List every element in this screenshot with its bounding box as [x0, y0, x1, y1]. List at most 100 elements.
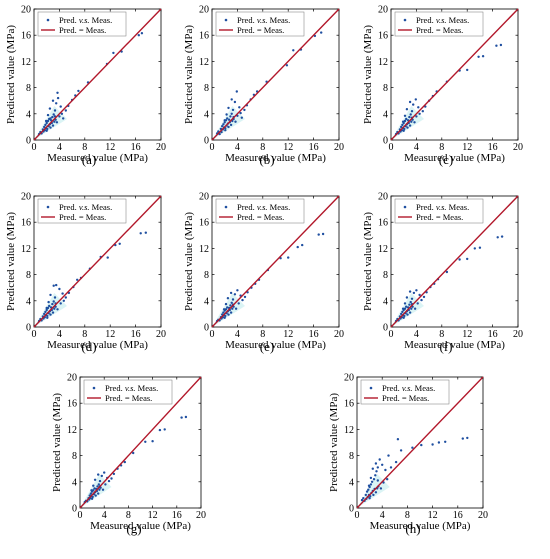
- data-point: [368, 497, 371, 500]
- data-point: [415, 289, 418, 292]
- data-point: [301, 243, 304, 247]
- data-point: [412, 291, 416, 295]
- data-point: [408, 303, 411, 306]
- y-tick-label: 16: [67, 399, 77, 410]
- data-point: [55, 121, 59, 124]
- data-point: [53, 296, 57, 299]
- y-tick-label: 20: [344, 373, 354, 384]
- data-point: [285, 64, 289, 67]
- y-tick-label: 8: [26, 83, 31, 94]
- y-tick-label: 8: [383, 83, 388, 94]
- data-point: [45, 129, 48, 132]
- y-axis-label: Predicted value (MPa): [328, 393, 340, 492]
- data-point: [473, 247, 476, 250]
- data-point: [96, 485, 99, 488]
- x-axis-label: Measured value (MPa): [47, 152, 148, 164]
- y-tick-label: 16: [199, 218, 209, 229]
- data-point: [478, 246, 482, 249]
- data-point: [230, 301, 233, 304]
- legend-marker-dot: [46, 18, 50, 22]
- data-point: [233, 100, 237, 104]
- data-point: [227, 118, 231, 121]
- data-point: [421, 110, 424, 113]
- data-point: [401, 123, 404, 127]
- data-point: [387, 454, 390, 457]
- identity-line: [211, 195, 340, 328]
- data-point: [101, 488, 105, 491]
- x-tick-label: 20: [334, 329, 344, 340]
- data-point: [400, 125, 403, 129]
- legend-label: Pred. v.s. Meas.: [416, 202, 469, 212]
- data-point: [403, 119, 407, 123]
- data-point: [386, 478, 389, 481]
- y-axis-label: Predicted value (MPa): [362, 25, 374, 124]
- data-point: [243, 108, 246, 112]
- x-tick-label: 20: [156, 142, 166, 153]
- data-point: [241, 298, 244, 302]
- data-point: [226, 306, 229, 309]
- panel-e: 0 4 8 12 16 20 0 4 8 12 16 20 Measured value (MPa) Pr…: [183, 192, 344, 355]
- data-point: [223, 119, 226, 122]
- data-point: [90, 489, 93, 492]
- y-tick-label: 8: [72, 451, 77, 462]
- data-point: [97, 483, 101, 486]
- data-point: [137, 34, 140, 37]
- data-point: [47, 300, 50, 304]
- data-point: [64, 296, 68, 299]
- y-axis-label: Predicted value (MPa): [362, 212, 374, 311]
- y-axis-label: Predicted value (MPa): [5, 212, 17, 311]
- x-tick-label: 0: [78, 510, 83, 521]
- x-tick-label: 20: [156, 329, 166, 340]
- x-tick-label: 8: [126, 510, 131, 521]
- y-tick-label: 12: [67, 425, 77, 436]
- legend-box: [215, 11, 305, 37]
- panel-g: 0 4 8 12 16 20 0 4 8 12 16 20 Measured value (MPa) Pr…: [51, 373, 206, 537]
- data-point: [163, 428, 166, 431]
- data-point: [409, 113, 412, 116]
- data-point: [292, 49, 295, 52]
- data-point: [51, 99, 55, 102]
- data-point: [496, 236, 499, 239]
- data-point: [229, 291, 233, 295]
- x-tick-label: 0: [32, 142, 37, 153]
- x-tick-label: 20: [478, 510, 488, 521]
- y-tick-label: 8: [26, 270, 31, 281]
- data-point: [118, 242, 121, 245]
- x-tick-label: 0: [355, 510, 360, 521]
- data-point: [405, 117, 408, 121]
- data-point: [45, 121, 48, 125]
- data-point: [410, 307, 413, 310]
- data-point: [231, 298, 235, 301]
- data-point: [369, 483, 373, 486]
- legend-label: Pred. = Meas.: [59, 25, 106, 35]
- data-point: [53, 109, 57, 112]
- x-axis-label: Measured value (MPa): [370, 520, 471, 532]
- data-point: [403, 302, 407, 305]
- data-point: [408, 115, 411, 119]
- data-point: [139, 232, 142, 235]
- identity-line: [33, 195, 162, 328]
- data-point: [403, 307, 407, 310]
- x-tick-label: 16: [172, 510, 182, 521]
- x-tick-label: 12: [283, 329, 293, 340]
- data-point: [402, 316, 405, 319]
- x-tick-label: 4: [102, 510, 107, 521]
- data-point: [374, 462, 378, 465]
- data-point: [234, 120, 237, 123]
- x-tick-label: 4: [235, 329, 240, 340]
- panel-label: (b): [259, 152, 274, 167]
- data-point: [374, 474, 377, 477]
- data-point: [46, 127, 49, 131]
- panel-a: 0 4 8 12 16 20 0 4 8 12 16 20 Measured value (MPa) Pr…: [5, 5, 166, 168]
- panel-label: (e): [260, 339, 274, 354]
- data-point: [45, 306, 48, 310]
- data-point: [46, 314, 49, 318]
- y-tick-label: 16: [344, 399, 354, 410]
- data-point: [389, 466, 393, 469]
- data-point: [240, 116, 243, 119]
- x-tick-label: 12: [148, 510, 158, 521]
- data-point: [372, 493, 375, 497]
- x-tick-label: 12: [283, 142, 293, 153]
- data-point: [107, 479, 111, 483]
- data-point: [401, 310, 404, 314]
